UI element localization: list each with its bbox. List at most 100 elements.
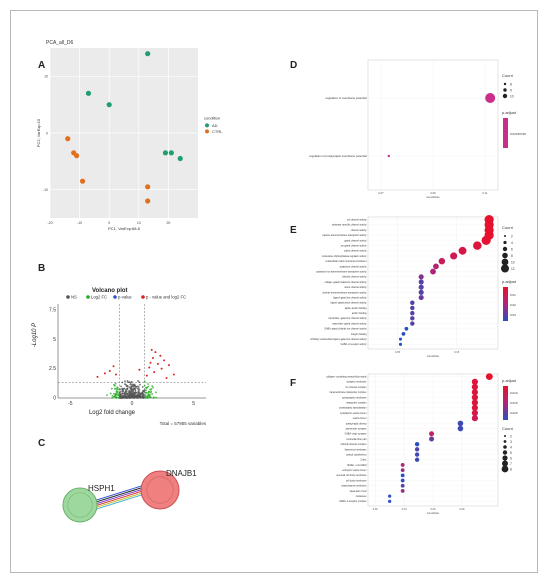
volcano-point-ns [130, 387, 133, 390]
volcano-point-ns [115, 396, 118, 399]
volcano-xtick-label: -5 [68, 401, 73, 407]
panel-label-b: B [38, 263, 46, 274]
d-legend-count-title: Count [502, 73, 514, 78]
volcano-legend-swatch [141, 295, 145, 299]
dotplot_e-term-label: potassium channel activity [340, 265, 368, 268]
dotplot_f-term-label: costamere [356, 495, 367, 498]
pca-point-ad [85, 90, 92, 96]
dotplot_f-term-label: contractile fiber part [346, 438, 367, 441]
panel-label-d: D [290, 60, 298, 71]
dotplot_f-term-label: transmembrane transporter complex [329, 391, 367, 394]
volcano-point-ns [130, 380, 133, 383]
volcano-point-sig [150, 348, 153, 351]
dotplot_f-term-label: cytoplasmic vesicle lumen [340, 412, 367, 415]
dotplot_e-term-label: actinin binding [352, 312, 367, 315]
f-legend-count-title: Count [502, 426, 514, 431]
network-edge [94, 488, 144, 505]
d-xtick-label: 0.11 [482, 191, 488, 195]
volcano-point-ns [111, 396, 114, 399]
volcano-legend-swatch [113, 295, 117, 299]
volcano-xtick-label: 0 [131, 401, 134, 407]
f-legend-count-dot [502, 460, 508, 467]
volcano-legend-label: NS [71, 295, 77, 300]
volcano-point-ns [114, 382, 117, 385]
volcano-point-ns [133, 384, 136, 387]
volcano-point-sig [172, 373, 175, 376]
volcano-point-ns [141, 386, 144, 388]
volcano-point-ns [119, 388, 122, 391]
dotplot_e-dot [418, 284, 424, 290]
volcano-point-ns [148, 390, 151, 393]
volcano-point-sig [138, 368, 141, 371]
dotplot_f-dot [400, 489, 405, 493]
dotplot_e-term-label: ion gated channel activity [341, 244, 368, 247]
dotplot_e-dot [410, 321, 415, 326]
dotplot_e-dot [418, 294, 424, 301]
volcano-point-ns [136, 392, 138, 394]
dotplot_e-dot [410, 310, 415, 316]
dotplot_e-term-label: voltage−gated potassium channel activity [325, 281, 368, 284]
d-xlabel: GeneRatio [426, 195, 440, 199]
f-legend-count-dot [503, 440, 507, 443]
volcano-point-ns [148, 393, 151, 396]
dotplot_e-xlabel: GeneRatio [427, 354, 440, 358]
dotplot_e-term-label: alpha−actinin binding [345, 307, 367, 310]
volcano-point-ns [124, 380, 126, 383]
dotplot_f-dot [471, 389, 478, 396]
dotplot_f-term-label: fibrillar + microfibril [347, 464, 367, 467]
pca-legend-swatch [205, 129, 209, 134]
e-legend-count-label: 2 [511, 234, 513, 238]
dotplot_f-dot [414, 441, 420, 447]
dotplot_e-term-label: transmitter−gated channel activity [332, 322, 367, 325]
d-legend-padj-value: 0.02169729 [510, 132, 526, 136]
dotplot_f-term-label: basal part of cell [350, 490, 367, 493]
dotplot_f-term-label: neuronal cell body membrane [336, 474, 367, 477]
d-legend-padj-title: p.adjust [502, 110, 517, 115]
network-edge [94, 494, 144, 510]
dotplot_f-term-label: postsynaptic density [346, 422, 368, 425]
volcano-point-ns [129, 396, 131, 399]
f-legend-count-label: 3 [510, 440, 512, 444]
volcano-point-ns [124, 391, 127, 394]
dotplot_f-xtick-label: 0.04 [402, 507, 408, 511]
volcano-point-sig [156, 362, 159, 365]
volcano-point-ns [139, 395, 142, 398]
volcano-point-ns [134, 385, 137, 388]
volcano-point-ns [149, 391, 152, 394]
volcano-point-ns [142, 396, 145, 398]
dotplot_f-dot [414, 447, 420, 452]
dotplot_f-term-label: vesicle lumen [353, 418, 368, 420]
volcano-point-ns [126, 393, 129, 395]
dotplot_f-term-label: chloride channel complex [341, 443, 368, 446]
d-term-label: regulation of membrane potential [326, 96, 367, 100]
dotplot_e-dot [430, 268, 436, 275]
volcano-point-ns [147, 394, 149, 396]
dotplot_e-term-label: integrin binding [351, 333, 367, 336]
dotplot_f-dot [400, 468, 405, 473]
d-term-label: regulation of postsynaptic membrane pote… [309, 154, 367, 158]
dotplot_e-term-label: passive transmembrane transporter activi… [323, 234, 368, 237]
volcano-legend-label: Log2 FC [91, 295, 107, 300]
panel-label-c: C [38, 438, 46, 449]
e-legend-padj-title: p.adjust [502, 279, 517, 284]
dotplot_e-xtick-label: 0.05 [395, 350, 401, 354]
dotplot_e-dot [410, 300, 415, 305]
dotplot_f-term-label: synaptic membrane [346, 381, 367, 384]
pca-xtick-label: 20 [166, 221, 170, 225]
e-legend-padj-tick: 0.03 [510, 313, 516, 317]
dotplot_e-term-label: inhibitory extracellular ligand−gated io… [310, 338, 367, 341]
e-legend-count-label: 4 [511, 241, 513, 245]
pca-point-ad [177, 155, 183, 162]
dotplot_f-dot [471, 399, 478, 406]
volcano-point-ns [124, 388, 127, 391]
dotplot_f-dot [471, 383, 478, 391]
volcano-point-sig [153, 371, 156, 374]
dotplot_f-term-label: Z disc [360, 460, 367, 462]
volcano-point-ns [133, 395, 136, 398]
dotplot_e-dot [398, 337, 403, 341]
dotplot_f-term-label: cell body membrane [346, 479, 367, 482]
volcano-point-ns [133, 391, 136, 394]
